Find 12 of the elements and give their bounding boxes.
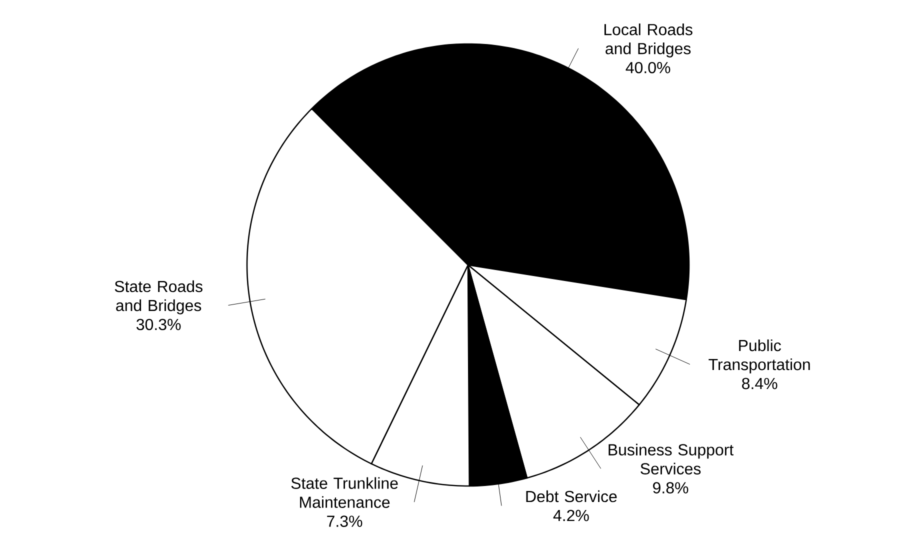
data-label: 8.4% [742, 378, 778, 390]
data-label: 4.2% [553, 510, 589, 522]
legend-label: Debt Service [526, 490, 617, 502]
slice-label: Business Support Services [608, 444, 734, 474]
data-label: 30.3% [136, 318, 181, 330]
data-label: 40.0% [626, 62, 670, 74]
slice-label: State Trunkline Maintenance [291, 477, 398, 508]
data-label: 9.8% [653, 482, 688, 494]
data-label: 7.3% [327, 516, 362, 527]
slice-label: State Roads and Bridges [114, 280, 202, 314]
slice-label: Public Transportation [708, 339, 810, 374]
slice-label: Local Roads and Bridges [604, 24, 692, 58]
